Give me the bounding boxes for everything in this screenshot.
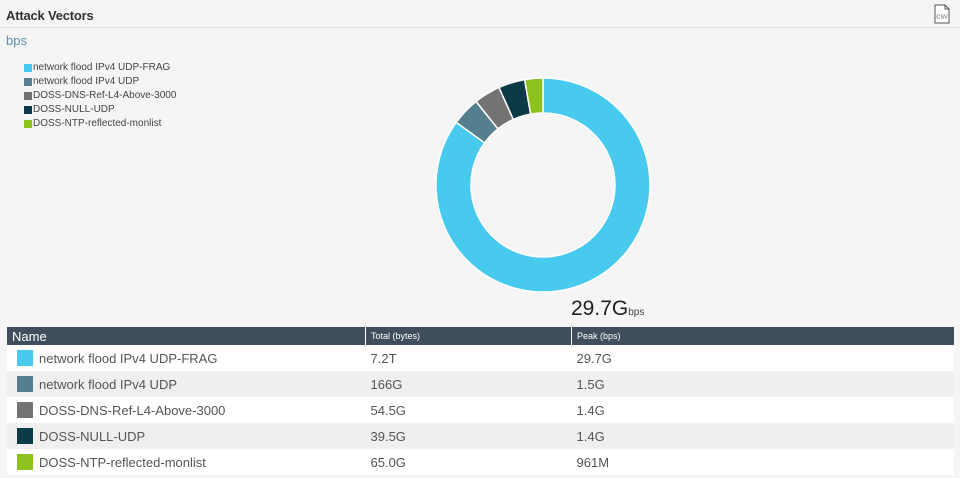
legend-swatch xyxy=(24,92,32,100)
peak-cell: 1.4G xyxy=(571,423,954,449)
row-name: DOSS-NULL-UDP xyxy=(39,428,146,444)
legend-item[interactable]: network flood IPv4 UDP-FRAG xyxy=(24,61,176,75)
row-name: network flood IPv4 UDP-FRAG xyxy=(39,350,218,366)
legend-swatch xyxy=(24,106,32,114)
attack-vectors-table: Name Total (bytes) Peak (bps) network fl… xyxy=(7,327,954,475)
csv-icon-label: CSV xyxy=(936,15,948,21)
column-header-total[interactable]: Total (bytes) xyxy=(365,327,572,345)
row-color-swatch xyxy=(17,454,33,470)
total-cell: 65.0G xyxy=(365,449,572,475)
legend-swatch xyxy=(24,120,32,128)
row-name: DOSS-NTP-reflected-monlist xyxy=(39,454,206,470)
csv-export-icon[interactable]: CSV xyxy=(932,4,952,24)
name-cell: network flood IPv4 UDP xyxy=(7,371,366,397)
legend-label: DOSS-NULL-UDP xyxy=(33,104,115,115)
legend-item[interactable]: DOSS-NTP-reflected-monlist xyxy=(24,117,176,131)
table-header-row: Name Total (bytes) Peak (bps) xyxy=(7,327,954,345)
legend-label: network flood IPv4 UDP-FRAG xyxy=(33,62,171,73)
panel-header: Attack Vectors CSV xyxy=(0,0,960,28)
name-cell: DOSS-NULL-UDP xyxy=(7,423,366,449)
legend-swatch xyxy=(24,78,32,86)
chart-unit-label: bps xyxy=(6,33,27,48)
name-cell: DOSS-DNS-Ref-L4-Above-3000 xyxy=(7,397,366,423)
legend-label: DOSS-NTP-reflected-monlist xyxy=(33,118,162,129)
panel-title: Attack Vectors xyxy=(6,8,94,23)
legend-swatch xyxy=(24,64,32,72)
donut-center-number: 29.7G xyxy=(571,297,629,320)
total-cell: 39.5G xyxy=(365,423,572,449)
table-row[interactable]: DOSS-NTP-reflected-monlist 65.0G 961M xyxy=(7,449,954,475)
legend-item[interactable]: DOSS-NULL-UDP xyxy=(24,103,176,117)
peak-cell: 1.4G xyxy=(571,397,954,423)
legend-label: network flood IPv4 UDP xyxy=(33,76,140,87)
table-row[interactable]: DOSS-NULL-UDP 39.5G 1.4G xyxy=(7,423,954,449)
legend-item[interactable]: network flood IPv4 UDP xyxy=(24,75,176,89)
peak-cell: 961M xyxy=(571,449,954,475)
row-name: DOSS-DNS-Ref-L4-Above-3000 xyxy=(39,402,226,418)
row-color-swatch xyxy=(17,376,33,392)
donut-center-value: 29.7Gbps xyxy=(571,297,644,321)
peak-cell: 29.7G xyxy=(571,345,954,371)
legend-label: DOSS-DNS-Ref-L4-Above-3000 xyxy=(33,90,177,101)
total-cell: 7.2T xyxy=(365,345,572,371)
donut-slice[interactable] xyxy=(523,77,544,115)
name-cell: DOSS-NTP-reflected-monlist xyxy=(7,449,366,475)
name-cell: network flood IPv4 UDP-FRAG xyxy=(7,345,366,371)
row-color-swatch xyxy=(17,350,33,366)
table-row[interactable]: network flood IPv4 UDP-FRAG 7.2T 29.7G xyxy=(7,345,954,371)
table-row[interactable]: DOSS-DNS-Ref-L4-Above-3000 54.5G 1.4G xyxy=(7,397,954,423)
legend-item[interactable]: DOSS-DNS-Ref-L4-Above-3000 xyxy=(24,89,176,103)
table-row[interactable]: network flood IPv4 UDP 166G 1.5G xyxy=(7,371,954,397)
row-color-swatch xyxy=(17,402,33,418)
row-color-swatch xyxy=(17,428,33,444)
donut-center-unit: bps xyxy=(628,307,645,318)
peak-cell: 1.5G xyxy=(571,371,954,397)
donut-chart xyxy=(435,77,651,293)
total-cell: 166G xyxy=(365,371,572,397)
total-cell: 54.5G xyxy=(365,397,572,423)
column-header-peak[interactable]: Peak (bps) xyxy=(571,327,954,345)
row-name: network flood IPv4 UDP xyxy=(39,376,178,392)
chart-legend: network flood IPv4 UDP-FRAG network flood… xyxy=(24,61,176,131)
donut-slice[interactable] xyxy=(435,77,651,293)
column-header-name[interactable]: Name xyxy=(7,327,366,345)
